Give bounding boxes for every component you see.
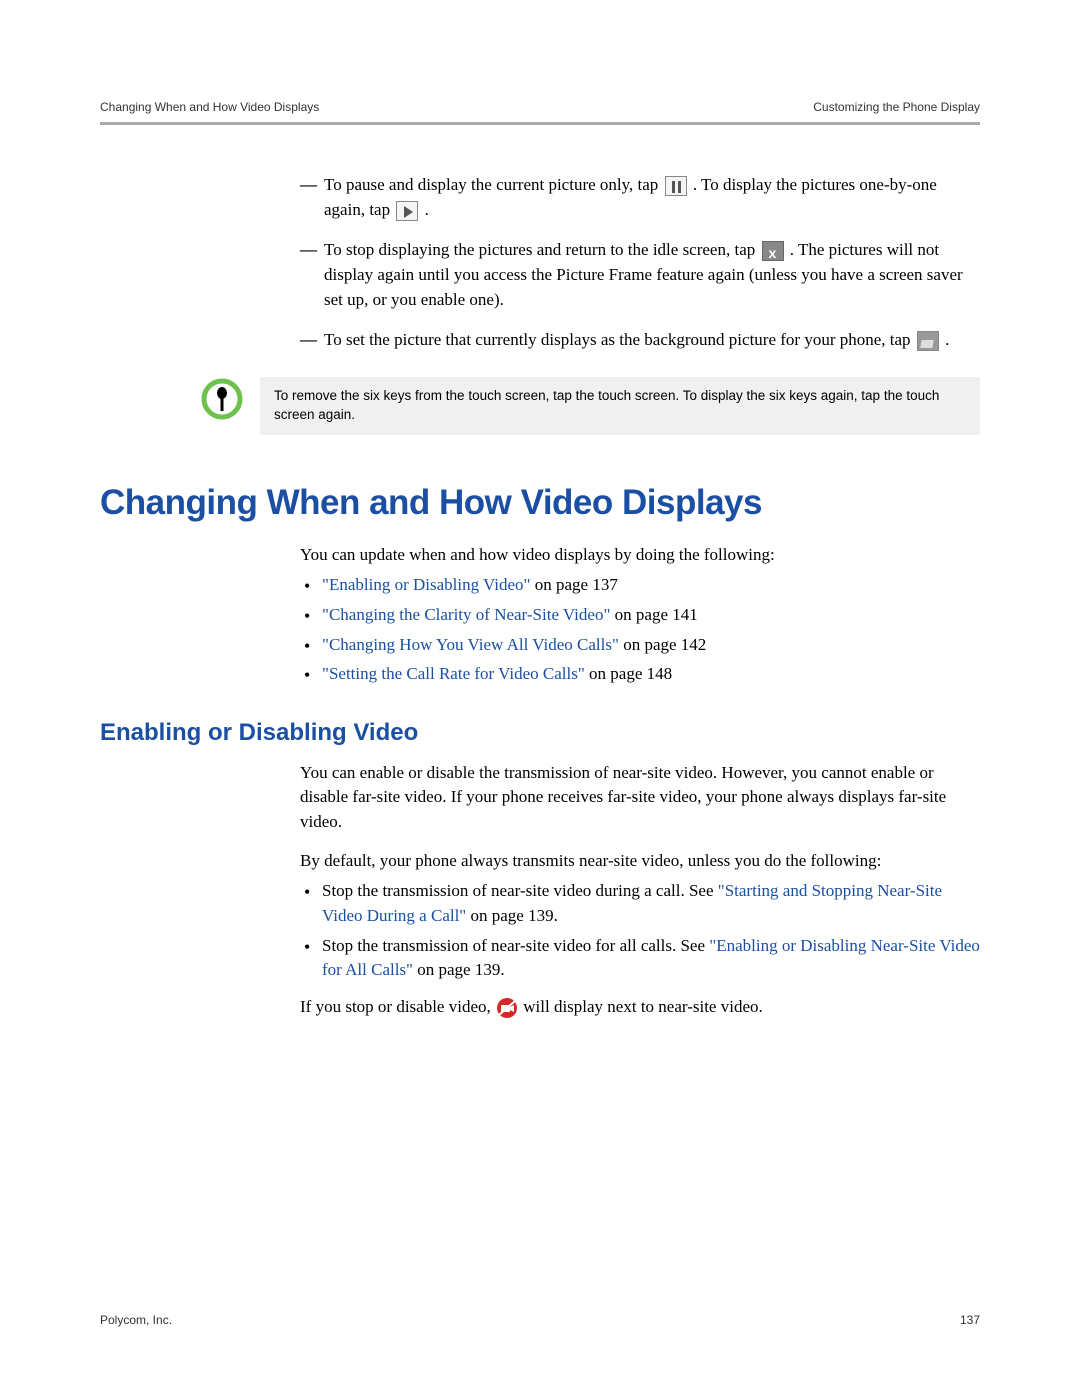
camera-disabled-icon	[495, 997, 519, 1019]
text: If you stop or disable video,	[300, 997, 495, 1016]
para3: If you stop or disable video, will displ…	[300, 995, 980, 1020]
header-right: Customizing the Phone Display	[813, 100, 980, 114]
link-enabling[interactable]: "Enabling or Disabling Video"	[322, 575, 531, 594]
dash-item-background: To set the picture that currently displa…	[300, 328, 980, 353]
text: on page 139.	[413, 960, 505, 979]
list-item: "Changing How You View All Video Calls" …	[300, 633, 980, 658]
link-suffix: on page 137	[531, 575, 618, 594]
text: .	[945, 330, 949, 349]
link-suffix: on page 142	[619, 635, 706, 654]
main-heading: Changing When and How Video Displays	[100, 483, 980, 523]
play-icon	[396, 201, 418, 221]
para1: You can enable or disable the transmissi…	[300, 761, 980, 835]
pause-icon	[665, 176, 687, 196]
link-view-calls[interactable]: "Changing How You View All Video Calls"	[322, 635, 619, 654]
close-icon	[762, 241, 784, 261]
link-suffix: on page 141	[610, 605, 697, 624]
list-item: Stop the transmission of near-site video…	[300, 879, 980, 928]
list-item: Stop the transmission of near-site video…	[300, 934, 980, 983]
link-clarity[interactable]: "Changing the Clarity of Near-Site Video…	[322, 605, 610, 624]
page-header: Changing When and How Video Displays Cus…	[100, 100, 980, 125]
links-list: "Enabling or Disabling Video" on page 13…	[300, 573, 980, 687]
note-row: To remove the six keys from the touch sc…	[200, 377, 980, 435]
intro-block: You can update when and how video displa…	[300, 543, 980, 687]
intro-text: You can update when and how video displa…	[300, 543, 980, 568]
dash-list: To pause and display the current picture…	[300, 173, 980, 353]
page-footer: Polycom, Inc. 137	[100, 1313, 980, 1327]
text: To set the picture that currently displa…	[324, 330, 915, 349]
text: Stop the transmission of near-site video…	[322, 936, 709, 955]
list-item: "Changing the Clarity of Near-Site Video…	[300, 603, 980, 628]
text: .	[425, 200, 429, 219]
para2: By default, your phone always transmits …	[300, 849, 980, 874]
text: Stop the transmission of near-site video…	[322, 881, 718, 900]
text: on page 139.	[466, 906, 558, 925]
footer-page-number: 137	[960, 1313, 980, 1327]
header-left: Changing When and How Video Displays	[100, 100, 319, 114]
text: To pause and display the current picture…	[324, 175, 663, 194]
link-suffix: on page 148	[585, 664, 672, 683]
list-item: "Setting the Call Rate for Video Calls" …	[300, 662, 980, 687]
footer-company: Polycom, Inc.	[100, 1313, 172, 1327]
dash-item-stop: To stop displaying the pictures and retu…	[300, 238, 980, 312]
sub-heading: Enabling or Disabling Video	[100, 719, 980, 747]
note-box: To remove the six keys from the touch sc…	[260, 377, 980, 435]
dash-item-pause: To pause and display the current picture…	[300, 173, 980, 222]
text: will display next to near-site video.	[523, 997, 763, 1016]
background-icon	[917, 331, 939, 351]
sub-bullet-list: Stop the transmission of near-site video…	[300, 879, 980, 983]
text: To stop displaying the pictures and retu…	[324, 240, 760, 259]
list-item: "Enabling or Disabling Video" on page 13…	[300, 573, 980, 598]
section-body: You can enable or disable the transmissi…	[300, 761, 980, 1020]
pin-icon	[200, 377, 244, 421]
link-call-rate[interactable]: "Setting the Call Rate for Video Calls"	[322, 664, 585, 683]
